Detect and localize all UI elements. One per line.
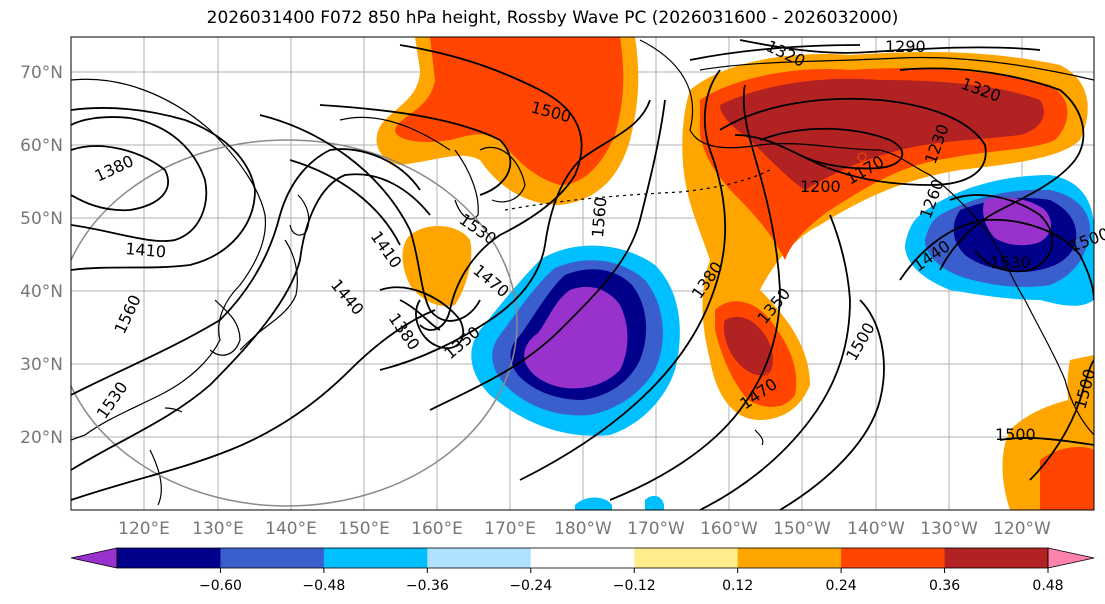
colorbar-outline <box>116 547 1049 569</box>
colorbar-swatch <box>737 548 842 568</box>
colorbar-swatch <box>944 548 1049 568</box>
longitude-label: 130°E <box>192 519 244 539</box>
colorbar-tick-label: −0.60 <box>199 578 242 594</box>
latitude-label: 20°N <box>20 428 63 448</box>
positive-anomaly-west-pacific <box>402 225 472 307</box>
contour-label: 1500 <box>995 425 1036 444</box>
colorbar-swatch <box>634 548 739 568</box>
reference-circle <box>71 139 518 507</box>
longitude-label: 130°W <box>920 519 978 539</box>
longitude-label: 180°W <box>554 519 612 539</box>
colorbar: −0.60 −0.48 −0.36 −0.24 −0.12 0.12 0.24 0.36 0.4… <box>70 547 1095 594</box>
contour-label: 1290 <box>885 37 926 56</box>
colorbar-ticks: −0.60 −0.48 −0.36 −0.24 −0.12 0.12 0.24 0.36 0.4… <box>199 568 1064 594</box>
colorbar-swatch <box>117 548 221 568</box>
colorbar-tick-label: −0.36 <box>406 578 449 594</box>
colorbar-swatch <box>841 548 946 568</box>
colorbar-swatch <box>530 548 635 568</box>
coastlines <box>71 39 1094 506</box>
map-title: 2026031400 F072 850 hPa height, Rossby W… <box>206 8 899 28</box>
colorbar-swatch <box>1047 547 1095 569</box>
negative-anomaly-northeast-pacific <box>905 175 1094 306</box>
longitude-label: 160°E <box>411 519 463 539</box>
height-contours <box>71 39 1094 510</box>
contour-label: 1530 <box>990 253 1031 272</box>
contour-label: 1410 <box>125 239 167 261</box>
longitude-label: 150°W <box>773 519 831 539</box>
colorbar-swatch <box>220 548 325 568</box>
colorbar-tick-label: −0.12 <box>613 578 656 594</box>
colorbar-swatch <box>70 547 118 569</box>
positive-anomaly-bering <box>376 37 639 205</box>
colorbar-swatch <box>427 548 532 568</box>
longitude-label: 140°E <box>265 519 317 539</box>
map-content <box>71 37 1094 510</box>
latitude-label: 50°N <box>20 209 63 229</box>
colorbar-tick-label: 0.24 <box>826 578 857 594</box>
negative-anomaly-specks <box>575 495 664 510</box>
longitude-label: 120°W <box>993 519 1051 539</box>
colorbar-tick-label: −0.24 <box>509 578 552 594</box>
map-frame <box>70 36 1095 511</box>
latitude-label: 30°N <box>20 355 63 375</box>
latitude-label: 70°N <box>20 63 63 83</box>
longitude-label: 120°E <box>118 519 170 539</box>
contour-label: 1200 <box>800 177 841 196</box>
longitude-label: 150°E <box>338 519 390 539</box>
colorbar-swatches <box>70 547 1095 569</box>
latitude-label: 60°N <box>20 136 63 156</box>
colorbar-tick-label: 0.48 <box>1032 578 1063 594</box>
longitude-label: 160°W <box>700 519 758 539</box>
negative-anomaly-central-pacific <box>471 245 680 436</box>
latitude-label: 40°N <box>20 282 63 302</box>
positive-anomaly-mexico <box>1002 355 1094 510</box>
longitude-label: 140°W <box>847 519 905 539</box>
colorbar-swatch <box>323 548 428 568</box>
latitude-axis: 70°N 60°N 50°N 40°N 30°N 20°N <box>20 63 63 448</box>
colorbar-tick-label: −0.48 <box>302 578 345 594</box>
longitude-axis: 120°E 130°E 140°E 150°E 160°E 170°E 180°… <box>118 519 1051 539</box>
marker-points <box>764 152 867 380</box>
colorbar-tick-label: 0.12 <box>722 578 753 594</box>
contour-label: 1560 <box>588 196 610 238</box>
longitude-label: 170°E <box>484 519 536 539</box>
colorbar-tick-label: 0.36 <box>929 578 960 594</box>
longitude-label: 170°W <box>627 519 685 539</box>
